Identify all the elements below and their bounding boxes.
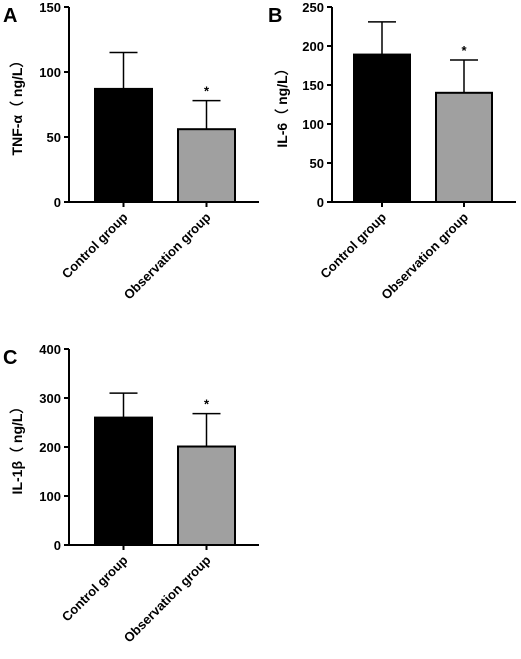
bar-b-observation (435, 91, 493, 203)
bar-c-control (94, 416, 153, 547)
y-tick-label-b-250: 250 (302, 0, 324, 15)
category-label-b-observation: Observation group (378, 209, 471, 302)
y-tick-label-b-0: 0 (317, 195, 324, 210)
bar-c-observation (177, 445, 236, 547)
panel-label-b: B (268, 5, 282, 27)
category-label-b-control: Control group (317, 209, 389, 281)
panel-label-c: C (3, 347, 17, 369)
y-tick-label-a-0: 0 (54, 195, 61, 210)
y-tick-label-b-50: 50 (310, 156, 324, 171)
y-axis-title-c: IL-1β（ ng/L） (9, 400, 25, 495)
y-tick-label-a-150: 150 (39, 0, 61, 15)
category-label-a-observation: Observation group (121, 209, 214, 302)
y-tick-label-b-100: 100 (302, 117, 324, 132)
significance-mark-c-observation: * (204, 397, 210, 412)
y-tick-label-c-400: 400 (39, 342, 61, 357)
y-tick-label-b-200: 200 (302, 39, 324, 54)
y-tick-label-a-100: 100 (39, 65, 61, 80)
bar-b-control (353, 53, 411, 203)
y-tick-label-c-200: 200 (39, 440, 61, 455)
category-label-a-control: Control group (59, 209, 131, 281)
y-tick-label-c-100: 100 (39, 489, 61, 504)
bar-a-control (94, 87, 153, 203)
category-label-c-control: Control group (59, 552, 131, 624)
y-tick-label-c-300: 300 (39, 391, 61, 406)
y-tick-label-a-50: 50 (47, 130, 61, 145)
y-tick-label-b-150: 150 (302, 78, 324, 93)
y-tick-label-c-0: 0 (54, 538, 61, 553)
y-axis-title-b: IL-6（ ng/L） (274, 61, 290, 147)
y-axis-title-a: TNF-α（ ng/L） (9, 54, 25, 156)
bar-a-observation (177, 128, 236, 203)
category-label-c-observation: Observation group (121, 552, 214, 645)
panel-label-a: A (3, 5, 17, 27)
significance-mark-b-observation: * (461, 43, 467, 58)
significance-mark-a-observation: * (204, 84, 210, 99)
